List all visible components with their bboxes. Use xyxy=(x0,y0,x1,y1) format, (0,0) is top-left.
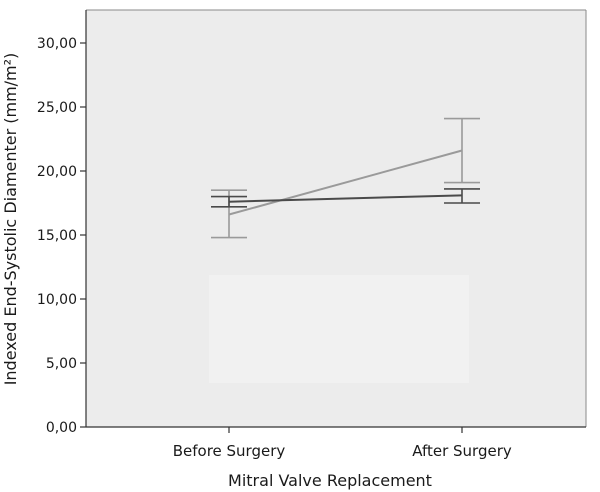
series-line xyxy=(228,149,463,216)
y-tick-label: 0,00 xyxy=(46,420,77,436)
series-2 xyxy=(211,188,480,208)
plot-highlight xyxy=(209,275,469,383)
x-tick-label: After Surgery xyxy=(412,442,512,460)
y-axis-ticks: 0,00 5,00 10,00 15,00 20,00 25,00 30,00 xyxy=(37,36,86,436)
x-tick-label: Before Surgery xyxy=(173,442,286,460)
y-tick-label: 15,00 xyxy=(37,228,77,244)
y-tick-label: 25,00 xyxy=(37,100,77,116)
y-tick-label: 30,00 xyxy=(37,36,77,52)
x-axis-title: Mitral Valve Replacement xyxy=(228,471,432,490)
y-tick-label: 20,00 xyxy=(37,164,77,180)
series-line xyxy=(228,194,463,203)
y-tick-label: 10,00 xyxy=(37,292,77,308)
series-layer xyxy=(211,117,480,239)
x-axis-ticks: Before Surgery After Surgery xyxy=(173,427,512,460)
y-axis-title: Indexed End-Systolic Diamenter (mm/m²) xyxy=(1,53,20,386)
y-tick-label: 5,00 xyxy=(46,356,77,372)
